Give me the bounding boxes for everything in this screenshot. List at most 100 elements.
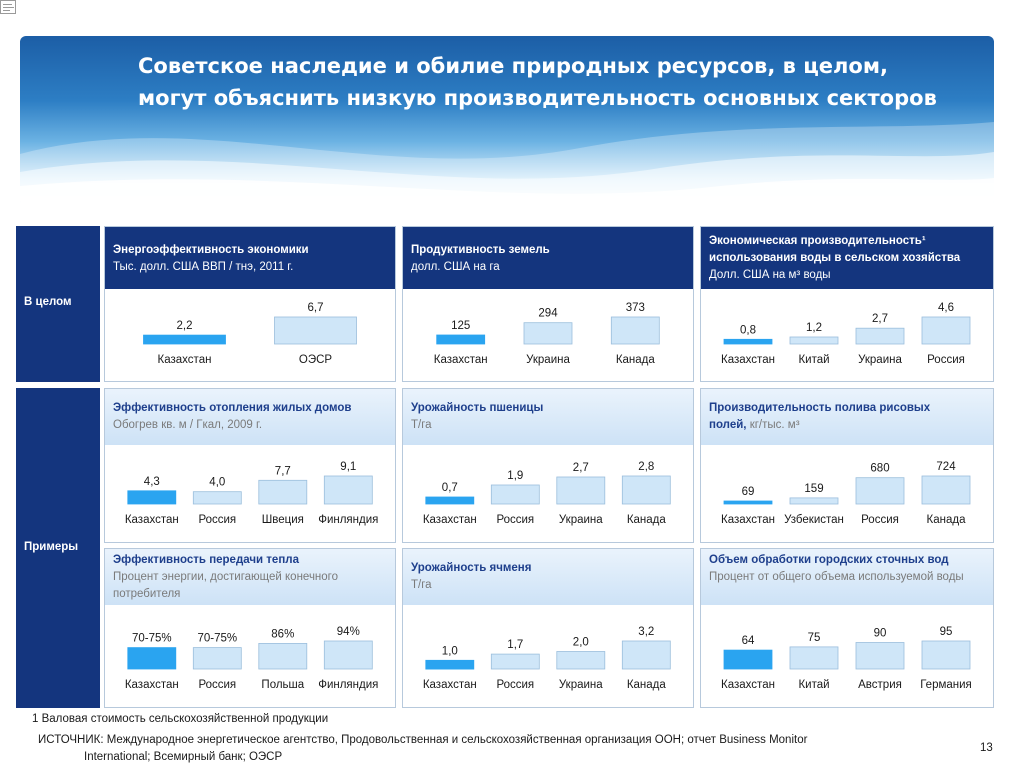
panel-title: Объем обработки городских сточных вод bbox=[709, 554, 949, 566]
category-label-1: Казахстан bbox=[125, 679, 179, 691]
data-label-1: 1,0 bbox=[442, 645, 458, 657]
bar-1 bbox=[723, 500, 773, 505]
panel-title: Эффективность отопления жилых домов bbox=[113, 402, 352, 414]
data-label-4: 9,1 bbox=[340, 461, 356, 473]
footnote: 1 Валовая стоимость сельскохозяйственной… bbox=[32, 713, 329, 725]
category-label-2: Россия bbox=[496, 679, 534, 691]
bar-3 bbox=[258, 479, 308, 505]
data-label-2: 1,2 bbox=[806, 322, 822, 334]
bar-1 bbox=[436, 334, 486, 345]
data-label-2: 1,9 bbox=[507, 470, 523, 482]
category-label-3: Украина bbox=[858, 354, 902, 366]
bar-2 bbox=[192, 647, 242, 670]
row-label-examples-text: Примеры bbox=[24, 541, 79, 553]
chart-water-productivity: 0,8 Казахстан 1,2 Китай 2,7 Украина 4,6 Россия bbox=[721, 302, 971, 366]
chart-home-heating: 4,3 Казахстан 4,0 Россия 7,7 Швеция 9,1 Финлянд… bbox=[125, 461, 379, 526]
panel-title-continued-text: полей, bbox=[709, 419, 747, 431]
panel-home-heating: Эффективность отопления жилых домов Обог… bbox=[104, 388, 396, 543]
source-note: ИСТОЧНИК: Международное энергетическое а… bbox=[38, 732, 958, 766]
data-label-4: 3,2 bbox=[638, 626, 654, 638]
bar-3 bbox=[855, 642, 905, 670]
panel-title-continued: полей, кг/тыс. м³ bbox=[709, 417, 989, 434]
row-label-examples: Примеры bbox=[16, 388, 100, 708]
data-label-3: 2,7 bbox=[573, 462, 589, 474]
category-label-2: Китай bbox=[798, 679, 829, 691]
panel-title: Экономическая производительность¹ исполь… bbox=[709, 235, 961, 264]
panel-heat-transfer: Эффективность передачи тепла Процент эне… bbox=[104, 548, 396, 708]
category-label-4: Германия bbox=[920, 679, 972, 691]
bar-1 bbox=[143, 334, 226, 345]
panel-header: Производительность полива рисовых полей,… bbox=[701, 389, 993, 445]
bar-1 bbox=[425, 659, 475, 670]
chart-heat-transfer: 70-75% Казахстан 70-75% Россия 86% Польша 94% Ф… bbox=[125, 626, 379, 691]
panel-title: Производительность полива рисовых bbox=[709, 400, 989, 417]
panel-subtitle: долл. США на га bbox=[411, 261, 500, 273]
panel-header: Урожайность ячменя Т/га bbox=[403, 549, 693, 605]
panel-title: Урожайность ячменя bbox=[411, 562, 532, 574]
panel-subtitle: Обогрев кв. м / Гкал, 2009 г. bbox=[113, 419, 263, 431]
slide-title: Советское наследие и обилие природных ре… bbox=[138, 50, 978, 114]
row-label-overall: В целом bbox=[16, 226, 100, 382]
category-label-2: Россия bbox=[198, 514, 236, 526]
chart-barley-yield: 1,0 Казахстан 1,7 Россия 2,0 Украина 3,2 Канада bbox=[423, 626, 671, 691]
bar-2 bbox=[192, 491, 242, 505]
bar-4 bbox=[921, 475, 971, 505]
category-label-3: Швеция bbox=[262, 514, 304, 526]
category-label-1: Казахстан bbox=[158, 354, 212, 366]
panel-header: Объем обработки городских сточных вод Пр… bbox=[701, 549, 993, 605]
panel-title: Продуктивность земель bbox=[411, 244, 550, 256]
bar-2 bbox=[274, 316, 357, 345]
panel-barley-yield: Урожайность ячменя Т/га 1,0 Казахстан 1,7 Р… bbox=[402, 548, 694, 708]
category-label-2: Узбекистан bbox=[784, 514, 844, 526]
category-label-1: Казахстан bbox=[721, 679, 775, 691]
data-label-1: 4,3 bbox=[144, 476, 160, 488]
category-label-2: Россия bbox=[496, 514, 534, 526]
data-label-4: 95 bbox=[940, 626, 953, 638]
category-label-1: Казахстан bbox=[125, 514, 179, 526]
bar-1 bbox=[425, 496, 475, 505]
data-label-3: 7,7 bbox=[275, 465, 291, 477]
panel-title: Энергоэффективность экономики bbox=[113, 244, 309, 256]
bar-2 bbox=[523, 322, 573, 345]
bar-4 bbox=[323, 640, 373, 670]
category-label-1: Казахстан bbox=[423, 514, 477, 526]
data-label-2: 159 bbox=[804, 483, 823, 495]
category-label-3: Украина bbox=[559, 679, 603, 691]
data-label-4: 94% bbox=[337, 626, 360, 638]
data-label-1: 125 bbox=[451, 320, 470, 332]
data-label-1: 64 bbox=[742, 635, 755, 647]
category-label-4: Финляндия bbox=[318, 679, 378, 691]
category-label-4: Россия bbox=[927, 354, 965, 366]
panel-wastewater: Объем обработки городских сточных вод Пр… bbox=[700, 548, 994, 708]
panel-subtitle: Т/га bbox=[411, 579, 432, 591]
data-label-2: 75 bbox=[808, 632, 821, 644]
title-banner: Советское наследие и обилие природных ре… bbox=[20, 36, 994, 206]
bar-4 bbox=[621, 640, 671, 670]
bar-4 bbox=[621, 475, 671, 505]
bar-2 bbox=[490, 484, 540, 505]
panel-wheat-yield: Урожайность пшеницы Т/га 0,7 Казахстан 1,9… bbox=[402, 388, 694, 543]
bar-4 bbox=[921, 640, 971, 670]
panel-header: Эффективность передачи тепла Процент эне… bbox=[105, 549, 395, 605]
data-label-4: 4,6 bbox=[938, 302, 954, 314]
category-label-3: Австрия bbox=[858, 679, 902, 691]
data-label-1: 69 bbox=[742, 486, 755, 498]
category-label-1: Казахстан bbox=[423, 679, 477, 691]
bar-2 bbox=[789, 646, 839, 670]
bar-3 bbox=[556, 476, 606, 505]
panel-subtitle: кг/тыс. м³ bbox=[749, 419, 800, 431]
panel-subtitle: Т/га bbox=[411, 419, 432, 431]
bar-2 bbox=[789, 336, 839, 345]
data-label-3: 86% bbox=[271, 628, 294, 640]
panel-subtitle: Тыс. долл. США ВВП / тнэ, 2011 г. bbox=[113, 261, 294, 273]
chart-wastewater: 64 Казахстан 75 Китай 90 Австрия 95 Германия bbox=[721, 626, 972, 691]
source-line-2: International; Всемирный банк; ОЭСР bbox=[84, 751, 283, 763]
bar-3 bbox=[258, 643, 308, 670]
category-label-2: Китай bbox=[798, 354, 829, 366]
bar-1 bbox=[127, 490, 177, 505]
bar-4 bbox=[323, 475, 373, 505]
category-label-4: Канада bbox=[627, 679, 667, 691]
bar-3 bbox=[610, 316, 660, 345]
category-label-3: Канада bbox=[616, 354, 656, 366]
category-label-1: Казахстан bbox=[721, 514, 775, 526]
